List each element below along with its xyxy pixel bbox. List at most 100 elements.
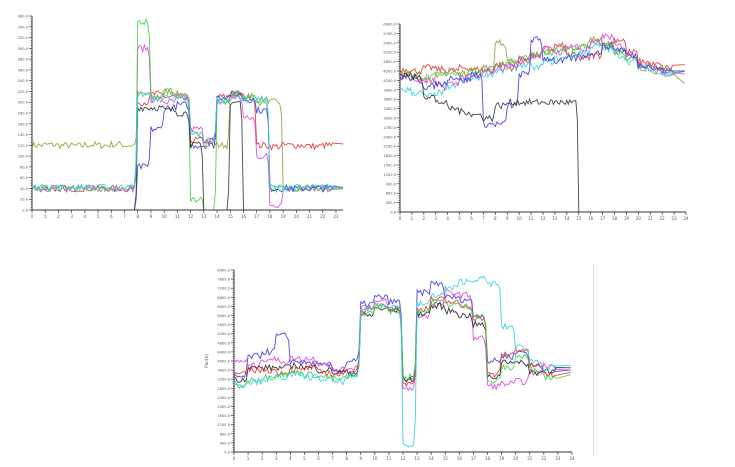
x-tick-label: 4 — [446, 216, 449, 221]
x-tick-label: 17 — [254, 214, 260, 219]
y-tick-label: 6400.0 — [217, 305, 230, 309]
x-tick-label: 7 — [331, 456, 334, 461]
x-tick-label: 7 — [123, 214, 126, 219]
y-axis-label: Pac(k) — [204, 354, 210, 368]
x-tick-label: 8 — [345, 456, 348, 461]
y-tick-label: 60.0 — [20, 176, 29, 180]
y-tick-label: 3600.0 — [383, 98, 396, 102]
x-tick-label: 23 — [672, 216, 678, 221]
y-tick-label: 340.0 — [18, 25, 29, 29]
y-tick-label: 300.0 — [386, 201, 397, 205]
x-tick-label: 5 — [97, 214, 100, 219]
x-tick-label: 9 — [506, 216, 509, 221]
panel-divider — [593, 264, 594, 456]
y-tick-label: 3200.0 — [217, 378, 230, 382]
y-tick-label: 7200.0 — [217, 287, 230, 291]
y-tick-label: 140.0 — [18, 133, 29, 137]
x-tick-label: 4 — [289, 456, 292, 461]
x-tick-label: 11 — [386, 456, 392, 461]
y-tick-label: 220.0 — [18, 90, 29, 94]
x-tick-label: 5 — [458, 216, 461, 221]
y-tick-label: 2400.0 — [217, 396, 230, 400]
y-tick-label: 2700.0 — [383, 126, 396, 130]
x-tick-label: 17 — [600, 216, 606, 221]
y-tick-label: 5400.0 — [383, 41, 396, 45]
y-tick-label: 2100.0 — [383, 145, 396, 149]
x-tick-label: 13 — [415, 456, 421, 461]
x-tick-label: 11 — [529, 216, 535, 221]
x-tick-label: 12 — [400, 456, 406, 461]
x-tick-label: 5 — [303, 456, 306, 461]
x-tick-label: 18 — [485, 456, 491, 461]
y-tick-label: 5600.0 — [217, 323, 230, 327]
chart-right: 0.0300.0600.0900.01200.01500.01800.02100… — [383, 23, 689, 222]
x-tick-label: 6 — [470, 216, 473, 221]
x-tick-label: 15 — [228, 214, 234, 219]
y-tick-label: 1200.0 — [217, 423, 230, 427]
series-line-cyan — [399, 42, 685, 98]
y-tick-label: 800.0 — [220, 432, 231, 436]
x-tick-label: 19 — [624, 216, 630, 221]
series-line-blue — [233, 280, 571, 383]
x-tick-label: 0 — [233, 456, 236, 461]
x-tick-label: 18 — [267, 214, 273, 219]
y-tick-label: 2800.0 — [217, 387, 230, 391]
x-tick-label: 3 — [70, 214, 73, 219]
x-tick-label: 6 — [110, 214, 113, 219]
x-tick-label: 8 — [494, 216, 497, 221]
y-tick-label: 0.0 — [390, 211, 396, 215]
series-line-black — [399, 71, 685, 213]
y-tick-label: 20.0 — [20, 198, 29, 202]
y-tick-label: 40.0 — [20, 187, 29, 191]
x-tick-label: 7 — [482, 216, 485, 221]
x-tick-label: 8 — [136, 214, 139, 219]
series-line-olive — [31, 87, 343, 192]
y-tick-label: 4200.0 — [383, 79, 396, 83]
x-tick-label: 16 — [241, 214, 247, 219]
x-tick-label: 2 — [261, 456, 264, 461]
x-tick-label: 0 — [399, 216, 402, 221]
y-tick-label: 4400.0 — [217, 350, 230, 354]
x-tick-label: 1 — [411, 216, 414, 221]
x-tick-label: 22 — [320, 214, 326, 219]
x-tick-label: 4 — [84, 214, 87, 219]
y-tick-label: 2400.0 — [383, 135, 396, 139]
y-tick-label: 80.0 — [20, 165, 29, 169]
x-tick-label: 1 — [247, 456, 250, 461]
y-tick-label: 1500.0 — [383, 164, 396, 168]
y-tick-label: 260.0 — [18, 68, 29, 72]
y-tick-label: 4500.0 — [383, 70, 396, 74]
x-tick-label: 9 — [150, 214, 153, 219]
x-tick-label: 20 — [636, 216, 642, 221]
x-tick-label: 1 — [44, 214, 47, 219]
y-tick-label: 6800.0 — [217, 296, 230, 300]
y-tick-label: 4800.0 — [383, 60, 396, 64]
x-tick-label: 18 — [612, 216, 618, 221]
y-tick-label: 0.0 — [22, 209, 28, 213]
series-line-blue — [399, 36, 685, 128]
x-tick-label: 16 — [588, 216, 594, 221]
y-tick-label: 3900.0 — [383, 88, 396, 92]
x-tick-label: 13 — [552, 216, 558, 221]
y-tick-label: 320.0 — [18, 36, 29, 40]
series-line-cyan — [233, 275, 571, 448]
chart-bottom: 0.0400.0800.01200.01600.02000.02400.0280… — [204, 269, 575, 462]
x-tick-label: 21 — [307, 214, 313, 219]
x-tick-label: 14 — [214, 214, 220, 219]
y-tick-label: 5100.0 — [383, 51, 396, 55]
y-tick-label: 2000.0 — [217, 405, 230, 409]
x-tick-label: 3 — [434, 216, 437, 221]
series-line-red — [31, 90, 343, 194]
x-tick-label: 21 — [648, 216, 654, 221]
x-tick-label: 14 — [429, 456, 435, 461]
x-tick-label: 2 — [57, 214, 60, 219]
y-tick-label: 200.0 — [18, 101, 29, 105]
x-tick-label: 15 — [576, 216, 582, 221]
y-tick-label: 4800.0 — [217, 341, 230, 345]
y-tick-label: 600.0 — [386, 192, 397, 196]
x-tick-label: 0 — [31, 214, 34, 219]
x-tick-label: 3 — [275, 456, 278, 461]
y-tick-label: 1600.0 — [217, 414, 230, 418]
y-tick-label: 0.0 — [224, 451, 230, 455]
x-tick-label: 19 — [499, 456, 505, 461]
